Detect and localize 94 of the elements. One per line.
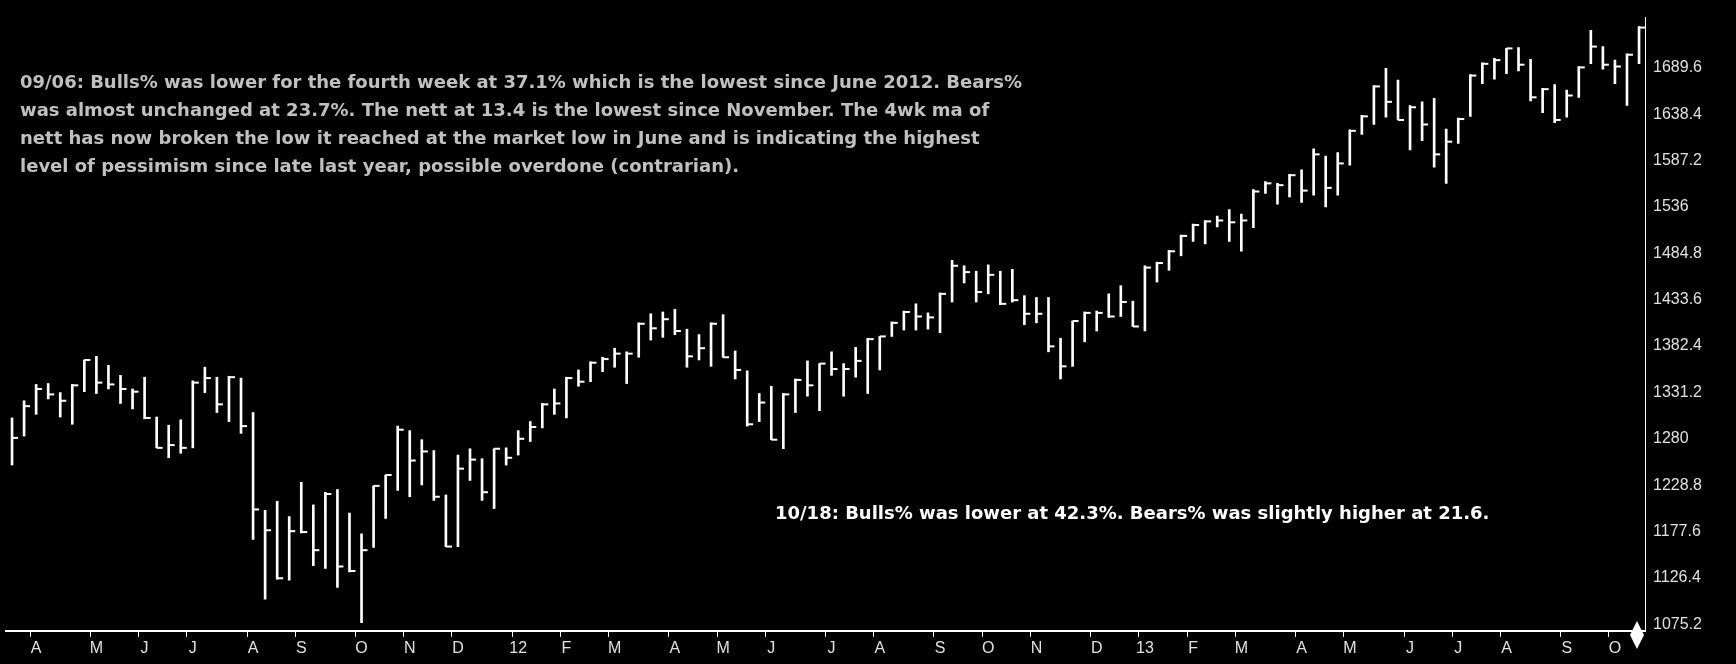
bar — [806, 360, 809, 397]
x-tick-label: N — [1030, 638, 1043, 656]
bar — [1565, 89, 1569, 118]
x-tick-label: A — [247, 638, 259, 656]
y-tick-label: 1536 — [1653, 197, 1689, 215]
bar — [287, 516, 291, 581]
x-tick-label: A — [874, 638, 886, 656]
bar — [1493, 58, 1496, 80]
bar — [1023, 295, 1026, 325]
x-tick-label: J — [188, 638, 197, 656]
bar — [1444, 128, 1448, 184]
bar — [408, 430, 412, 498]
x-tick-label: F — [1188, 638, 1199, 656]
x-tick-label: 13 — [1136, 638, 1154, 656]
bar — [1336, 152, 1340, 196]
bar — [348, 512, 351, 573]
bar — [336, 489, 339, 588]
bar — [528, 421, 532, 442]
bar — [1215, 215, 1219, 228]
x-tick-label: S — [934, 638, 946, 656]
bar — [1227, 209, 1231, 242]
bar — [649, 313, 653, 341]
bar — [46, 383, 50, 400]
x-tick-label: O — [1608, 638, 1622, 656]
x-tick-label: M — [716, 638, 730, 656]
y-tick-label: 1126.4 — [1653, 568, 1701, 586]
x-tick-label: J — [767, 638, 776, 656]
annotation: 09/06: Bulls% was lower for the fourth week at 37.1% which is the lowest since June 2012. Bears% was almost unchanged at 23.7%. The nett at 13.4 is the lowest since November. The 4wk ma of nett has now broken the low it reached at the market low in June and is indicating the highest level of pessimism since late last year, possible overdone (contrarian). — [20, 70, 1024, 178]
bar — [577, 369, 580, 387]
y-tick-label: 1689.6 — [1653, 58, 1703, 76]
bar — [1324, 155, 1328, 208]
x-tick-label: M — [1234, 638, 1248, 656]
bar — [1264, 181, 1267, 194]
bar — [58, 392, 62, 418]
bar — [998, 270, 1002, 306]
bar — [95, 356, 98, 394]
x-tick-label: D — [1090, 638, 1103, 656]
y-tick-label: 1587.2 — [1653, 150, 1703, 168]
x-tick-label: J — [827, 638, 836, 656]
bar — [1239, 213, 1243, 252]
bar — [191, 380, 195, 449]
y-tick-label: 1075.2 — [1653, 614, 1703, 632]
x-tick-label: J — [1406, 638, 1415, 656]
bar — [1095, 310, 1099, 332]
bar — [1035, 297, 1038, 324]
x-tick-label: J — [1454, 638, 1463, 656]
bar — [420, 439, 424, 486]
bar — [565, 376, 568, 419]
bar — [1011, 269, 1014, 303]
bar — [1276, 183, 1279, 205]
bar — [866, 337, 870, 394]
bar — [1252, 189, 1255, 229]
x-tick-label: M — [1343, 638, 1357, 656]
x-tick-label: 12 — [509, 638, 528, 656]
x-tick-label: S — [295, 638, 307, 656]
bar — [1589, 29, 1593, 65]
y-tick-label: 1331.2 — [1653, 382, 1703, 400]
bar — [119, 375, 122, 404]
bar — [179, 419, 183, 454]
y-tick-label: 1433.6 — [1653, 290, 1703, 308]
x-tick-label: O — [982, 638, 995, 656]
x-tick-label: F — [561, 638, 572, 656]
y-tick-label: 1280 — [1653, 429, 1689, 447]
x-tick-label: O — [355, 638, 368, 656]
y-tick-label: 1228.8 — [1653, 475, 1703, 493]
bar — [1047, 297, 1050, 353]
bar — [311, 504, 315, 566]
bar — [1456, 117, 1460, 144]
bar — [324, 491, 327, 569]
x-tick-label: A — [669, 638, 681, 656]
bar — [553, 388, 556, 415]
x-tick-label: S — [1561, 638, 1573, 656]
x-tick-label: N — [403, 638, 416, 656]
y-tick-label: 1382.4 — [1653, 336, 1703, 354]
annotation: 10/18: Bulls% was lower at 42.3%. Bears% was slightly higher at 21.6. — [775, 501, 1491, 525]
bar — [516, 430, 520, 456]
bar — [757, 393, 761, 422]
bar — [396, 425, 400, 491]
y-tick-label: 1484.8 — [1653, 243, 1703, 261]
x-tick-label: A — [1501, 638, 1513, 656]
x-tick-label: J — [140, 638, 149, 656]
bar — [986, 264, 990, 295]
x-tick-label: D — [452, 638, 464, 656]
y-tick-label: 1177.6 — [1653, 521, 1701, 539]
x-tick-label: A — [1296, 638, 1308, 656]
x-tick-label: M — [89, 638, 104, 656]
bar — [1119, 285, 1123, 317]
y-tick-label: 1638.4 — [1653, 104, 1703, 122]
x-tick-label: M — [607, 638, 622, 656]
bar — [107, 365, 110, 390]
bar — [167, 424, 171, 459]
x-tick-label: A — [30, 638, 42, 656]
bar — [745, 370, 749, 427]
bar — [974, 270, 978, 303]
